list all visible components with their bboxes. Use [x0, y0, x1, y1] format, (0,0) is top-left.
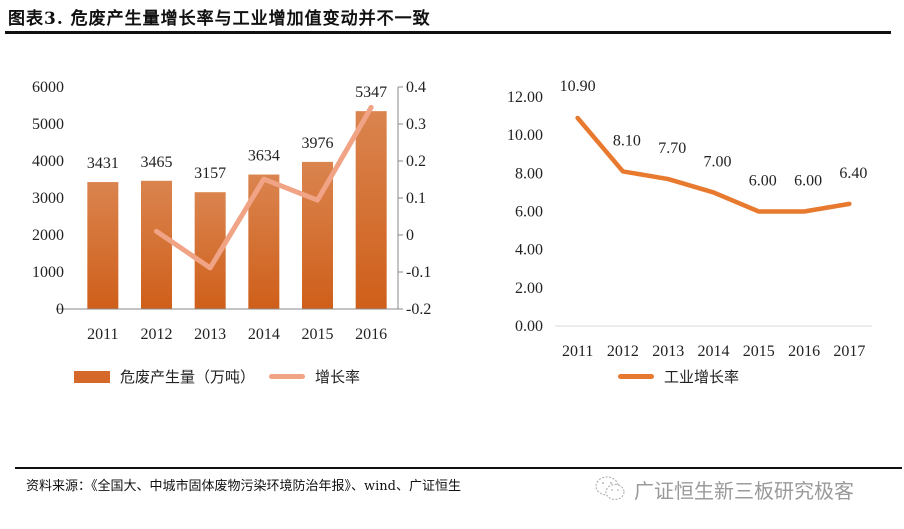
- left-chart-legend: 危废产生量（万吨） 增长率: [74, 366, 374, 387]
- bar-data-label: 3157: [194, 165, 226, 182]
- x-tick-label: 2014: [698, 343, 730, 360]
- y-tick-label: 10.00: [507, 127, 543, 144]
- legend-item-waste-volume: 危废产生量（万吨）: [74, 366, 255, 387]
- right-chart-legend: 工业增长率: [618, 366, 753, 387]
- legend-item-industry-growth: 工业增长率: [618, 366, 739, 387]
- watermark-text: 广证恒生新三板研究极客: [634, 478, 854, 503]
- bar: [355, 111, 387, 309]
- title-divider: [5, 31, 891, 34]
- x-tick-label: 2016: [355, 326, 387, 343]
- line-data-label: 8.10: [613, 132, 641, 149]
- legend-item-growth-rate: 增长率: [269, 366, 360, 387]
- source-note: 资料来源：《全国大、中城市固体废物污染环境防治年报》、wind、广证恒生: [26, 479, 461, 494]
- y-tick-label: 6.00: [515, 204, 543, 221]
- x-tick-label: 2014: [248, 326, 280, 343]
- y-tick-label: 4.00: [515, 242, 543, 259]
- y-left-tick-label: 1000: [32, 264, 64, 281]
- y-left-tick-label: 5000: [32, 116, 64, 133]
- line-data-label: 6.00: [794, 173, 822, 190]
- line-data-label: 7.70: [658, 140, 686, 157]
- y-right-tick-label: 0: [406, 227, 414, 244]
- y-right-tick-label: 0.4: [406, 79, 426, 96]
- x-tick-label: 2013: [194, 326, 226, 343]
- y-tick-label: 8.00: [515, 165, 543, 182]
- legend-swatch-line: [618, 374, 654, 379]
- x-tick-label: 2011: [87, 326, 118, 343]
- y-left-tick-label: 3000: [32, 190, 64, 207]
- y-left-tick-label: 6000: [32, 79, 64, 96]
- legend-label: 工业增长率: [664, 368, 740, 386]
- watermark: 广证恒生新三板研究极客: [594, 474, 854, 504]
- bar-data-label: 3465: [141, 154, 173, 171]
- bar: [141, 180, 172, 309]
- line-data-label: 6.00: [749, 173, 777, 190]
- x-tick-label: 2012: [141, 326, 173, 343]
- y-left-tick-label: 2000: [32, 227, 64, 244]
- x-tick-label: 2017: [833, 343, 865, 360]
- bar-data-label: 3976: [302, 135, 334, 152]
- y-right-tick-label: -0.2: [406, 301, 431, 318]
- line-data-label: 6.40: [839, 165, 867, 182]
- x-tick-label: 2012: [607, 343, 639, 360]
- line-data-label: 7.00: [704, 153, 732, 170]
- legend-swatch-line: [269, 374, 306, 379]
- y-right-tick-label: 0.2: [406, 153, 426, 170]
- y-right-tick-label: 0.1: [406, 190, 426, 207]
- bar-data-label: 3634: [248, 148, 280, 165]
- wechat-icon: [595, 476, 625, 501]
- bar-data-label: 3431: [87, 155, 119, 172]
- y-right-tick-label: -0.1: [406, 264, 431, 281]
- x-tick-label: 2013: [652, 343, 684, 360]
- footer-divider: [15, 467, 902, 469]
- x-tick-label: 2011: [562, 343, 593, 360]
- y-right-tick-label: 0.3: [406, 116, 426, 133]
- legend-label: 危废产生量（万吨）: [120, 368, 256, 386]
- y-left-tick-label: 4000: [32, 153, 64, 170]
- line-data-label: 10.90: [560, 78, 596, 95]
- y-left-tick-label: 0: [56, 301, 64, 318]
- y-tick-label: 0.00: [515, 318, 543, 335]
- legend-label: 增长率: [315, 368, 361, 386]
- bar-data-label: 5347: [355, 84, 387, 101]
- y-tick-label: 12.00: [507, 89, 543, 106]
- x-tick-label: 2015: [302, 326, 334, 343]
- legend-swatch-bar: [74, 370, 110, 383]
- figure-title: 图表3. 危废产生量增长率与工业增加值变动并不一致: [8, 9, 431, 29]
- x-tick-label: 2015: [743, 343, 775, 360]
- x-tick-label: 2016: [788, 343, 820, 360]
- bar: [87, 182, 119, 309]
- y-tick-label: 2.00: [515, 280, 543, 297]
